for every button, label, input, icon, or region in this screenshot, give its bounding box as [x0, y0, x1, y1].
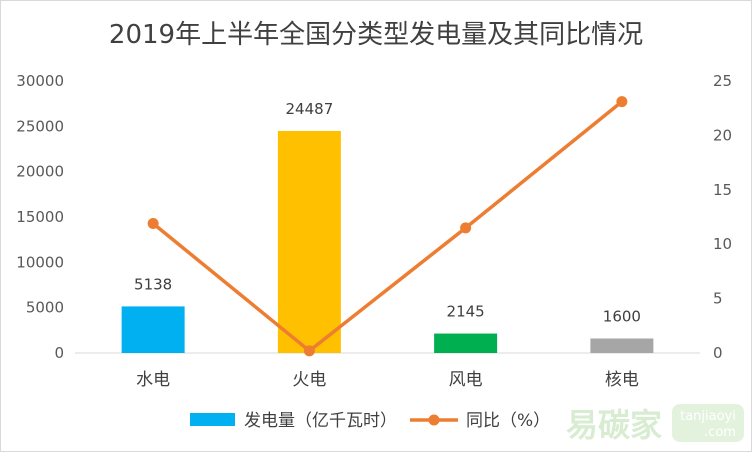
category-label: 核电	[605, 370, 639, 390]
y-axis-right: 0 5 10 15 20 25	[713, 72, 732, 362]
y-right-tick-label: 0	[713, 344, 723, 362]
y-right-tick-label: 5	[713, 290, 723, 308]
line-point	[147, 218, 159, 230]
y-right-tick-label: 15	[713, 181, 732, 199]
watermark-site-top: tanjiaoyi	[680, 409, 736, 424]
watermark-brand: 易碳家	[566, 406, 662, 444]
y-left-tick-label: 5000	[26, 299, 64, 317]
line-point	[303, 345, 315, 357]
y-right-tick-label: 10	[713, 235, 732, 253]
category-label: 水电	[136, 370, 170, 390]
watermark-badge	[672, 404, 744, 442]
bar-data-label: 5138	[134, 275, 172, 293]
legend-bar-swatch	[190, 413, 235, 426]
line-series	[147, 96, 628, 357]
line-point	[616, 96, 628, 108]
bar-data-label: 24487	[286, 100, 334, 118]
y-left-tick-label: 30000	[16, 72, 64, 90]
y-left-tick-label: 25000	[16, 117, 64, 135]
y-right-tick-label: 25	[713, 72, 732, 90]
legend: 发电量（亿千瓦时） 同比（%）	[190, 411, 550, 431]
bar-series	[121, 130, 654, 353]
bar-data-label: 1600	[603, 307, 641, 325]
chart-title: 2019年上半年全国分类型发电量及其同比情况	[108, 20, 644, 50]
watermark-logo: 易碳家 tanjiaoyi .com	[566, 404, 744, 444]
y-left-tick-label: 10000	[16, 253, 64, 271]
x-axis-categories: 水电 火电 风电 核电	[136, 370, 639, 390]
bar	[121, 306, 185, 353]
watermark-site-bottom: .com	[704, 425, 736, 440]
y-left-tick-label: 20000	[16, 163, 64, 181]
y-left-tick-label: 15000	[16, 208, 64, 226]
legend-line-marker	[428, 414, 440, 426]
bar-data-label: 2145	[447, 303, 485, 321]
legend-bar-label: 发电量（亿千瓦时）	[244, 411, 397, 431]
line-path	[152, 100, 623, 353]
legend-line-label: 同比（%）	[466, 411, 550, 431]
bar	[434, 333, 498, 353]
category-label: 火电	[292, 370, 326, 390]
bar	[590, 338, 654, 353]
line-point	[460, 222, 472, 234]
y-axis-left: 0 5000 10000 15000 20000 25000 30000	[16, 72, 64, 362]
bar	[277, 130, 341, 353]
category-label: 风电	[449, 370, 483, 390]
y-left-tick-label: 0	[54, 344, 64, 362]
bar-data-labels: 5138 24487 2145 1600	[134, 100, 641, 326]
y-right-tick-label: 20	[713, 126, 732, 144]
